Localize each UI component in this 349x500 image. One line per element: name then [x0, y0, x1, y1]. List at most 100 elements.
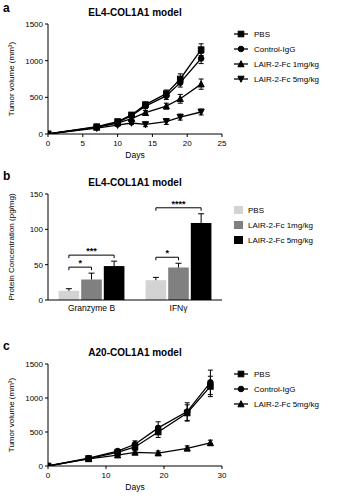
- point: [164, 93, 170, 99]
- error-cap: [111, 261, 117, 262]
- legend-label: PBS: [254, 370, 270, 379]
- error-bar: [199, 109, 204, 115]
- y-axis: [48, 364, 49, 466]
- error-cap: [178, 87, 183, 88]
- legend-label: LAIR-2-Fc 5mg/kg: [254, 400, 319, 409]
- x-tick: [187, 134, 188, 137]
- y-tick: [45, 432, 48, 433]
- legend-swatch: [234, 236, 243, 244]
- x-tick: [48, 466, 49, 469]
- x-tick-label: 0: [46, 139, 51, 148]
- y-tick: [45, 194, 48, 195]
- y-axis: [48, 24, 49, 134]
- error-cap: [178, 78, 183, 79]
- figure: aEL4-COL1A1 modelTumor volume (mm³)05001…: [0, 0, 349, 500]
- error-bar: [153, 277, 159, 280]
- y-tick: [45, 398, 48, 399]
- error-bar: [199, 44, 204, 56]
- error-stem: [178, 263, 179, 267]
- x-tick-label: 15: [148, 139, 157, 148]
- plot-area: [48, 370, 214, 466]
- error-bar: [198, 214, 204, 223]
- x-tick-label: 20: [160, 471, 169, 480]
- legend-entry: PBS: [234, 30, 270, 39]
- error-bar: [199, 79, 204, 89]
- significance: *: [69, 258, 92, 270]
- point: [155, 425, 161, 431]
- y-tick-label: 1500: [25, 20, 43, 29]
- y-label: Tumor volume (mm³): [7, 377, 16, 452]
- series-line: [48, 84, 201, 134]
- x-tick-label: 30: [218, 471, 227, 480]
- x-tick: [106, 466, 107, 469]
- legend-label: PBS: [254, 30, 270, 39]
- legend-entry: Control-IgG: [234, 385, 295, 394]
- x-label: Days: [125, 482, 144, 492]
- error-cap: [199, 43, 204, 44]
- x-label: Days: [125, 150, 144, 160]
- significance: ****: [156, 199, 201, 211]
- point: [177, 96, 183, 102]
- x-tick: [222, 134, 223, 137]
- y-tick-label: 0: [39, 296, 44, 305]
- error-cap: [199, 53, 204, 54]
- legend-marker: [238, 371, 244, 377]
- point: [207, 440, 213, 446]
- x-axis: [48, 466, 222, 467]
- error-bar: [208, 440, 213, 445]
- error-cap: [164, 92, 169, 93]
- point: [198, 56, 204, 62]
- legend-entry: LAIR-2-Fc 5mg/kg: [234, 75, 319, 84]
- error-bar: [111, 261, 117, 266]
- error-cap: [208, 394, 213, 395]
- significance-label: *: [78, 258, 82, 268]
- point: [86, 456, 92, 462]
- error-bar: [164, 92, 169, 99]
- significance-label: *: [165, 248, 169, 258]
- legend-marker: [238, 386, 244, 392]
- error-cap: [185, 402, 190, 403]
- point: [208, 380, 214, 386]
- legend-entry: LAIR-2-Fc 1mg/kg: [234, 221, 313, 230]
- y-tick: [45, 264, 48, 265]
- error-cap: [178, 73, 183, 74]
- error-bar: [164, 103, 169, 109]
- error-bar: [176, 263, 182, 267]
- error-cap: [208, 396, 213, 397]
- x-tick-label: 10: [102, 471, 111, 480]
- error-cap: [176, 263, 182, 264]
- y-tick: [45, 60, 48, 61]
- bar: [59, 291, 80, 300]
- error-cap: [164, 90, 169, 91]
- error-cap: [178, 103, 183, 104]
- legend-marker: [238, 61, 244, 67]
- y-tick-label: 1500: [25, 360, 43, 369]
- legend-entry: Control-IgG: [234, 45, 295, 54]
- legend-marker: [238, 46, 244, 52]
- x-tick: [82, 134, 83, 137]
- y-axis: [48, 194, 49, 300]
- error-bar: [66, 289, 72, 291]
- title: EL4-COL1A1 model: [88, 177, 182, 188]
- category-label: IFNγ: [170, 303, 189, 313]
- point: [155, 450, 161, 456]
- error-cap: [185, 421, 190, 422]
- error-cap: [198, 213, 204, 214]
- x-axis: [48, 134, 222, 135]
- error-cap: [156, 434, 161, 435]
- bar: [191, 223, 212, 300]
- title: EL4-COL1A1 model: [88, 7, 182, 18]
- legend-marker: [238, 76, 244, 82]
- y-tick-label: 1000: [25, 394, 43, 403]
- error-bar: [208, 370, 213, 394]
- point: [198, 109, 204, 115]
- point: [86, 455, 92, 461]
- point: [115, 122, 121, 128]
- point: [184, 445, 190, 451]
- legend-label: LAIR-2-Fc 1mg/kg: [254, 60, 319, 69]
- error-bar: [199, 53, 204, 63]
- error-bar: [133, 441, 138, 448]
- point: [142, 122, 148, 128]
- x-tick: [48, 134, 49, 137]
- error-bar: [178, 114, 183, 120]
